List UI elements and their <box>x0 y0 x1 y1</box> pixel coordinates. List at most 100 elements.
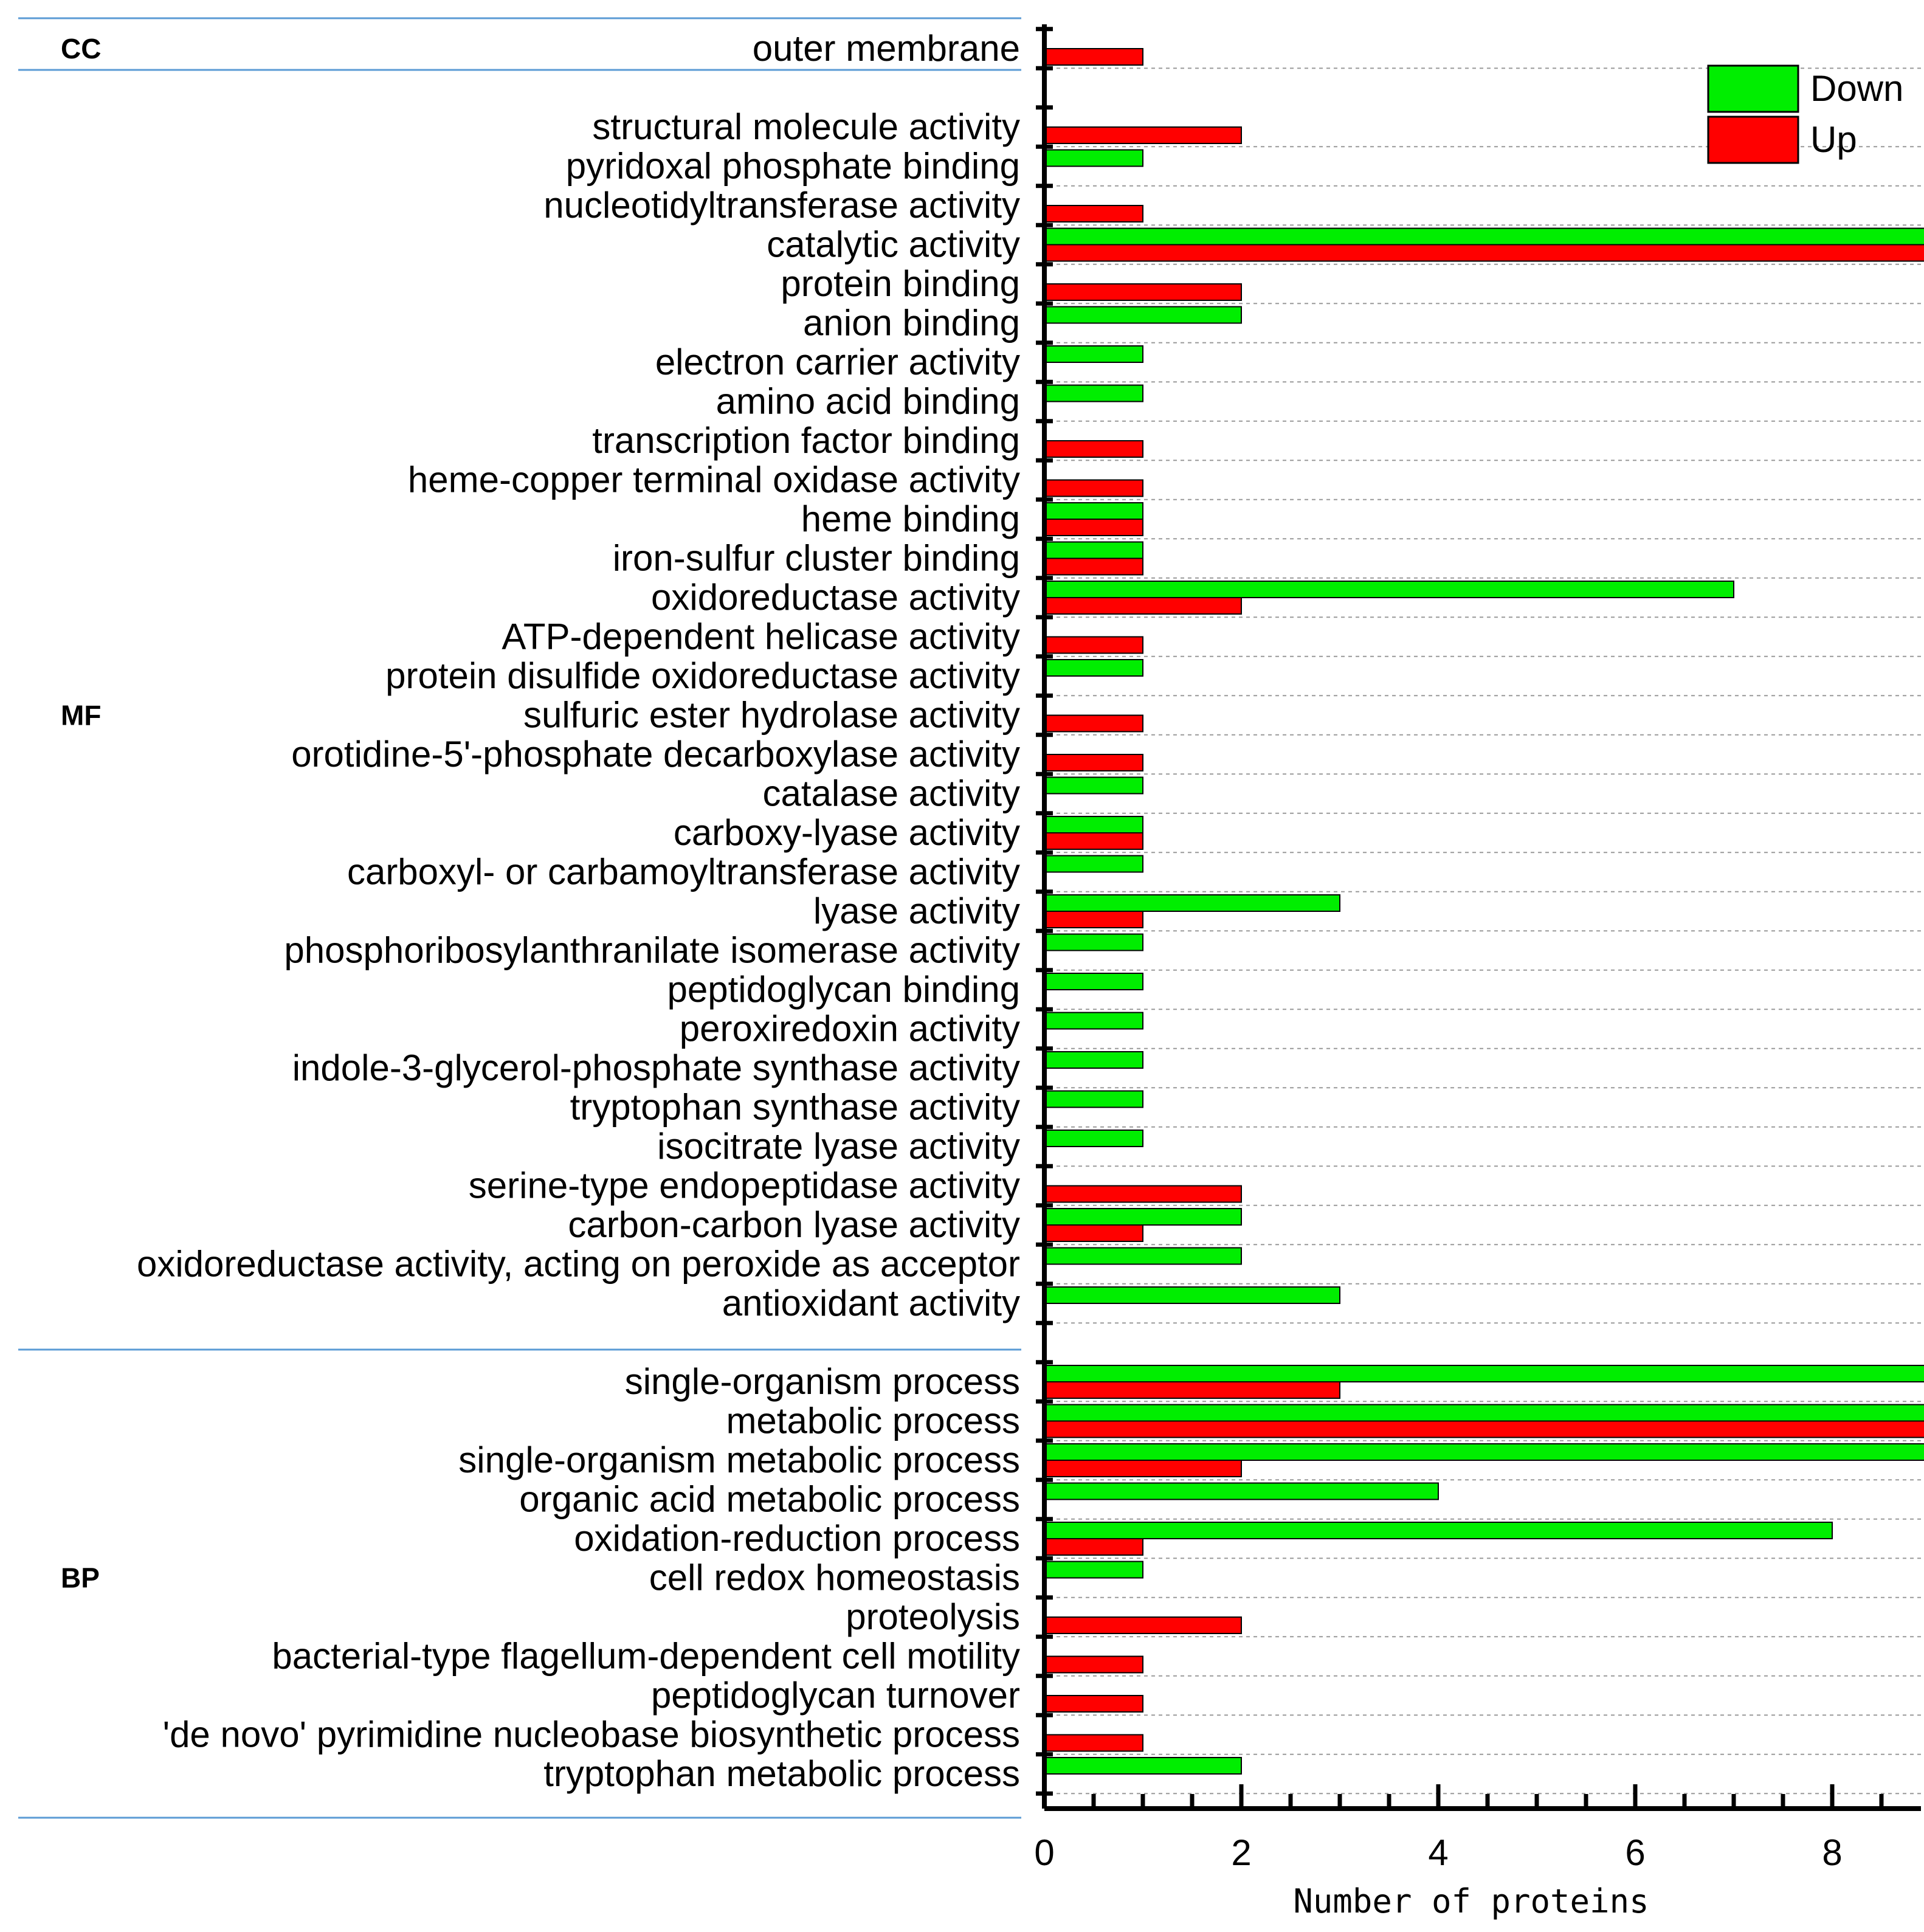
bar-up <box>1044 126 1242 144</box>
bar-up <box>1044 48 1143 66</box>
bar-down <box>1044 345 1143 363</box>
category-label: single-organism process <box>625 1361 1020 1402</box>
category-label: phosphoribosylanthranilate isomerase act… <box>284 930 1020 971</box>
x-axis-label: Number of proteins <box>1293 1882 1649 1920</box>
category-label: nucleotidyltransferase activity <box>543 185 1020 226</box>
bar-down <box>1044 1443 1924 1461</box>
category-label: iron-sulfur cluster binding <box>613 538 1020 579</box>
x-tick-label: 4 <box>1428 1832 1448 1873</box>
category-label: oxidation-reduction process <box>574 1518 1020 1559</box>
category-label: tryptophan metabolic process <box>543 1753 1020 1794</box>
bar-down <box>1044 306 1242 324</box>
bar-up <box>1044 911 1143 928</box>
bar-up <box>1044 1460 1242 1477</box>
category-label: lyase activity <box>813 891 1020 931</box>
bar-up <box>1044 557 1143 576</box>
x-tick-label: 6 <box>1625 1832 1645 1873</box>
group-label: BP <box>61 1562 100 1594</box>
axes-layer: 0246810121416 <box>1034 24 1921 1873</box>
bar-down <box>1044 1286 1340 1304</box>
bar-down <box>1044 502 1143 520</box>
bar-up <box>1044 1655 1143 1674</box>
bar-down <box>1044 1012 1143 1030</box>
bar-down <box>1044 1404 1924 1422</box>
bar-down <box>1044 855 1143 873</box>
category-label: proteolysis <box>846 1596 1020 1637</box>
category-label: single-organism metabolic process <box>458 1440 1020 1480</box>
legend: Down Up <box>1707 64 1903 164</box>
category-label: carbon-carbon lyase activity <box>568 1204 1020 1245</box>
group-label: MF <box>61 700 101 731</box>
bar-down <box>1044 541 1143 559</box>
x-tick-label: 2 <box>1231 1832 1251 1873</box>
category-label: 'de novo' pyrimidine nucleobase biosynth… <box>163 1714 1020 1755</box>
category-label: peroxiredoxin activity <box>680 1009 1020 1049</box>
category-label: metabolic process <box>726 1401 1020 1441</box>
group-labels: CC MF BP <box>61 33 101 1594</box>
category-label: antioxidant activity <box>722 1283 1020 1323</box>
bar-up <box>1044 205 1143 223</box>
category-label: serine-type endopeptidase activity <box>469 1165 1020 1206</box>
category-label: catalase activity <box>762 773 1020 814</box>
category-label: isocitrate lyase activity <box>657 1126 1020 1167</box>
bar-up <box>1044 1538 1143 1556</box>
bar-up <box>1044 1185 1242 1203</box>
bar-down <box>1044 1482 1439 1500</box>
bar-up <box>1044 832 1143 850</box>
bar-down <box>1044 816 1143 833</box>
legend-label-up: Up <box>1810 119 1857 160</box>
bar-down <box>1044 1522 1833 1539</box>
bar-up <box>1044 479 1143 497</box>
category-label: transcription factor binding <box>592 420 1020 461</box>
category-label: indole-3-glycerol-phosphate synthase act… <box>292 1047 1020 1088</box>
bar-down <box>1044 659 1143 677</box>
category-label: amino acid binding <box>716 381 1020 422</box>
bar-down <box>1044 973 1143 990</box>
group-separators <box>18 17 1021 1819</box>
bar-down <box>1044 776 1143 795</box>
x-tick-label: 8 <box>1822 1832 1842 1873</box>
x-tick-label: 0 <box>1034 1832 1054 1873</box>
bar-up <box>1044 519 1143 536</box>
bar-up <box>1044 1695 1143 1713</box>
category-label: heme-copper terminal oxidase activity <box>408 460 1020 500</box>
category-label: carboxy-lyase activity <box>674 812 1020 853</box>
legend-swatch-down <box>1707 64 1799 113</box>
category-label: ATP-dependent helicase activity <box>502 616 1020 657</box>
bar-down <box>1044 581 1734 598</box>
category-label: protein binding <box>781 263 1020 304</box>
category-label: outer membrane <box>753 28 1020 69</box>
bar-down <box>1044 933 1143 951</box>
bar-up <box>1044 597 1242 615</box>
bar-down <box>1044 1051 1143 1069</box>
bar-up <box>1044 1381 1340 1399</box>
bar-down <box>1044 1208 1242 1226</box>
bar-up <box>1044 714 1143 733</box>
bar-up <box>1044 1420 1924 1438</box>
category-label: protein disulfide oxidoreductase activit… <box>385 655 1020 696</box>
category-label: peptidoglycan binding <box>667 969 1020 1010</box>
bar-up <box>1044 636 1143 654</box>
bar-down <box>1044 894 1340 912</box>
bar-down <box>1044 227 1924 246</box>
category-label: orotidine-5'-phosphate decarboxylase act… <box>291 734 1020 775</box>
category-label: bacterial-type flagellum-dependent cell … <box>272 1636 1020 1677</box>
bar-down <box>1044 384 1143 402</box>
bar-up <box>1044 440 1143 458</box>
category-label: sulfuric ester hydrolase activity <box>523 695 1020 736</box>
bar-down <box>1044 1757 1242 1775</box>
category-label: oxidoreductase activity, acting on perox… <box>137 1244 1020 1285</box>
category-label: carboxyl- or carbamoyltransferase activi… <box>347 852 1020 892</box>
bar-down <box>1044 1090 1143 1108</box>
legend-swatch-up <box>1707 116 1799 164</box>
category-label: anion binding <box>803 303 1020 343</box>
category-label: catalytic activity <box>767 224 1020 265</box>
category-label: pyridoxal phosphate binding <box>566 146 1020 187</box>
category-label: structural molecule activity <box>592 106 1020 147</box>
bar-up <box>1044 244 1924 262</box>
bar-up <box>1044 1224 1143 1242</box>
category-label: heme binding <box>801 499 1020 539</box>
bar-up <box>1044 754 1143 771</box>
category-label: peptidoglycan turnover <box>651 1675 1020 1716</box>
legend-label-down: Down <box>1810 68 1903 109</box>
